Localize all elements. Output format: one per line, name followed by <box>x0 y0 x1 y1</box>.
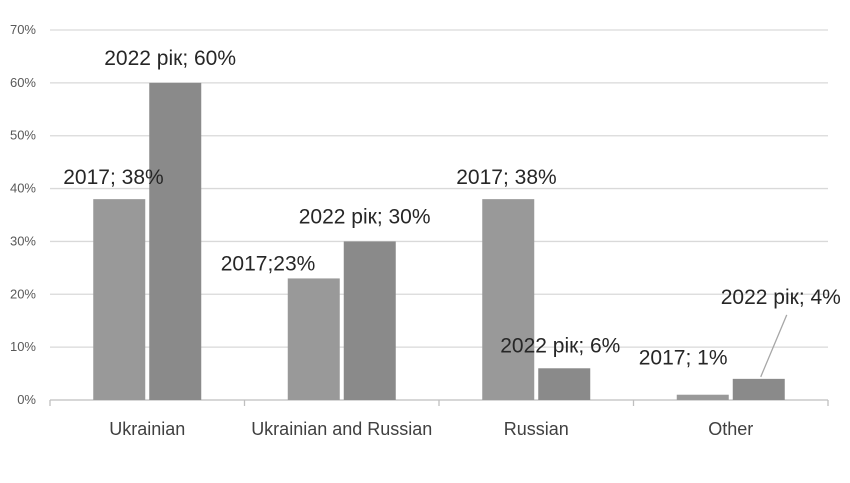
data-label: 2022 рік; 30% <box>299 205 431 228</box>
data-label: 2017;23% <box>221 252 316 275</box>
bar-second-series <box>538 368 591 400</box>
bar-first-series <box>676 394 729 400</box>
bar-first-series <box>93 199 146 400</box>
category-label: Ukrainian and Russian <box>251 419 432 439</box>
data-label: 2022 рік; 4% <box>721 286 841 309</box>
bar-second-series <box>149 82 202 400</box>
category-label: Ukrainian <box>109 419 185 439</box>
y-tick-label: 40% <box>10 181 36 196</box>
data-label: 2017; 38% <box>63 166 163 189</box>
y-tick-label: 10% <box>10 339 36 354</box>
y-tick-label: 20% <box>10 286 36 301</box>
y-tick-label: 60% <box>10 75 36 90</box>
category-label: Other <box>708 419 753 439</box>
y-tick-label: 70% <box>10 22 36 37</box>
bar-first-series <box>287 278 340 400</box>
y-tick-label: 0% <box>17 392 36 407</box>
data-label: 2017; 1% <box>639 347 728 370</box>
data-label: 2017; 38% <box>456 166 556 189</box>
y-tick-label: 30% <box>10 233 36 248</box>
data-label: 2022 рік; 60% <box>104 47 236 70</box>
leader-line <box>760 314 788 378</box>
category-label: Russian <box>504 419 569 439</box>
bar-second-series <box>343 241 396 400</box>
bar-first-series <box>482 199 535 400</box>
y-tick-label: 50% <box>10 128 36 143</box>
bar-second-series <box>732 378 785 400</box>
data-label: 2022 рік; 6% <box>500 334 620 357</box>
